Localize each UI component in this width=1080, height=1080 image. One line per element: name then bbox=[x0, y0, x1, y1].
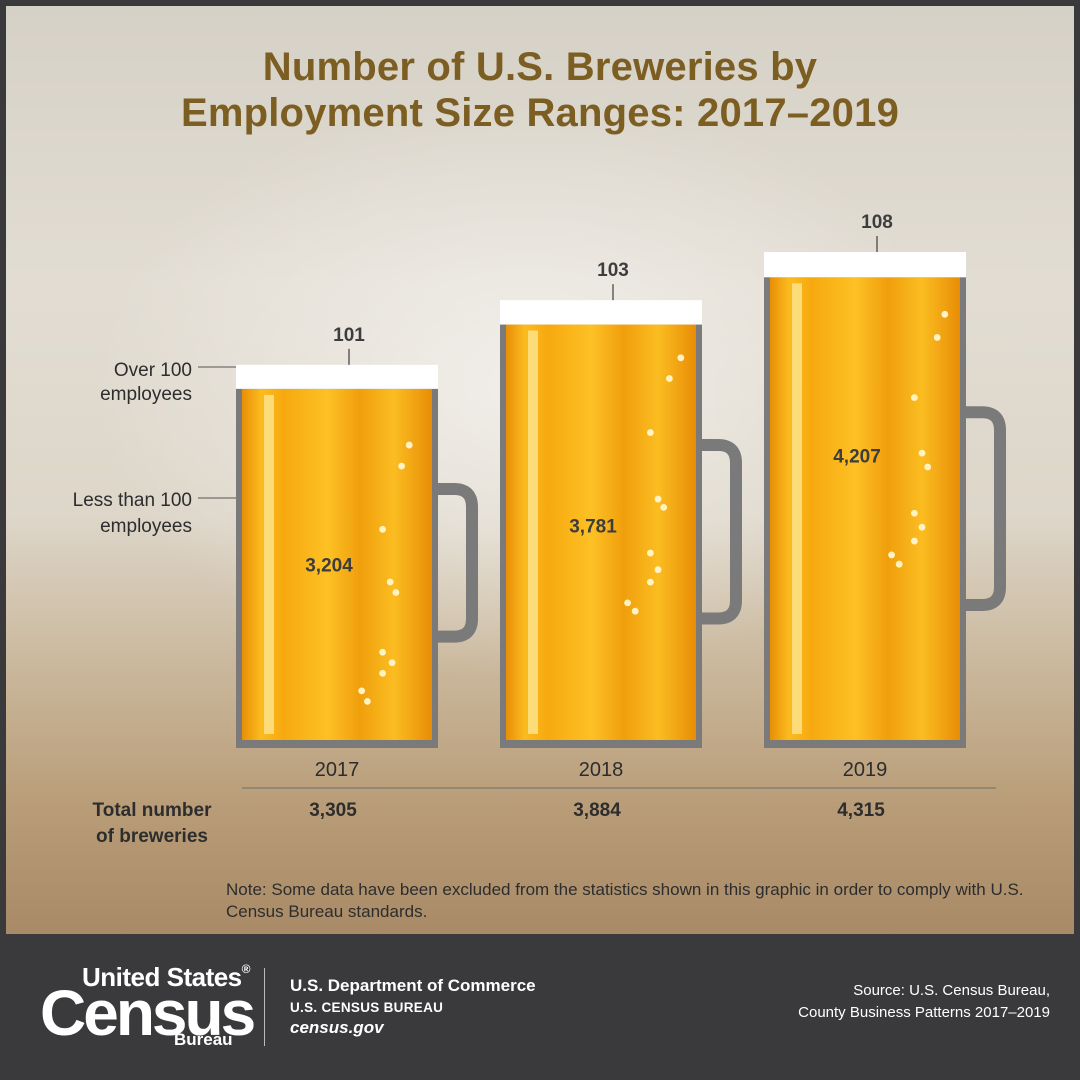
label-less-2019: 4,207 bbox=[833, 446, 881, 467]
bubble bbox=[918, 449, 926, 457]
footnote: Note: Some data have been excluded from … bbox=[226, 880, 1024, 921]
bubble bbox=[358, 687, 366, 695]
footer-divider bbox=[264, 968, 265, 1046]
footer-bar: United States® Census Bureau U.S. Depart… bbox=[0, 934, 1080, 1080]
total-value-2017: 3,305 bbox=[309, 800, 357, 821]
logo-bureau: Bureau bbox=[174, 1030, 233, 1049]
legend-less-line-1: Less than 100 bbox=[73, 490, 192, 511]
bubble bbox=[941, 310, 949, 318]
registered-mark: ® bbox=[241, 962, 251, 976]
mug-handle bbox=[692, 438, 742, 625]
logo-united-states[interactable]: United States® bbox=[82, 962, 251, 993]
legend-over-line-2: employees bbox=[100, 384, 192, 405]
bubble bbox=[379, 648, 386, 656]
title-line-2: Employment Size Ranges: 2017–2019 bbox=[180, 91, 900, 135]
bubble bbox=[666, 375, 673, 382]
bar-over-100-2019 bbox=[764, 252, 966, 278]
mug-2019: 4,207 108 bbox=[764, 212, 1006, 748]
bubble bbox=[654, 495, 662, 503]
bubble bbox=[379, 669, 386, 677]
source-line-2: County Business Patterns 2017–2019 bbox=[798, 1004, 1050, 1021]
total-value-2019: 4,315 bbox=[837, 800, 885, 821]
legend-less-line-2: employees bbox=[100, 516, 192, 537]
total-value-2018: 3,884 bbox=[573, 800, 621, 821]
label-less-2017: 3,204 bbox=[305, 555, 353, 576]
bubble bbox=[654, 566, 662, 574]
title-line-1: Number of U.S. Breweries by bbox=[262, 45, 818, 89]
bubble bbox=[924, 463, 932, 471]
bubble bbox=[379, 525, 386, 533]
bubble bbox=[386, 578, 394, 586]
bubble bbox=[647, 549, 654, 557]
infographic-canvas: Number of U.S. Breweries by Employment S… bbox=[6, 6, 1074, 934]
category-label-2017: 2017 bbox=[315, 759, 360, 781]
website-link[interactable]: census.gov bbox=[290, 1018, 384, 1037]
bubble bbox=[888, 551, 895, 559]
bubble bbox=[660, 503, 668, 511]
total-label-line-1: Total number bbox=[93, 800, 213, 821]
bubble bbox=[647, 578, 654, 586]
bar-over-100-2017 bbox=[236, 364, 438, 389]
bubble bbox=[918, 523, 926, 531]
bubble bbox=[647, 429, 654, 436]
bubble bbox=[631, 607, 639, 615]
category-label-2018: 2018 bbox=[579, 759, 624, 781]
bubble bbox=[911, 394, 918, 402]
bubble bbox=[388, 659, 396, 667]
label-over-2019: 108 bbox=[861, 212, 893, 233]
bubble bbox=[392, 589, 400, 596]
glass-highlight bbox=[792, 283, 802, 734]
mug-2017: 3,204 101 bbox=[236, 325, 478, 748]
bubble bbox=[911, 537, 918, 545]
department-name: U.S. Department of Commerce bbox=[290, 976, 536, 995]
legend-over-line-1: Over 100 bbox=[114, 360, 192, 381]
glass-highlight bbox=[264, 394, 274, 734]
label-over-2018: 103 bbox=[597, 260, 629, 281]
chart-title: Number of U.S. Breweries by Employment S… bbox=[6, 44, 1074, 136]
bubble bbox=[895, 560, 903, 568]
bubble bbox=[405, 441, 413, 449]
bar-over-100-2018 bbox=[500, 300, 702, 325]
bubble bbox=[364, 697, 371, 705]
mug-handle bbox=[956, 406, 1006, 612]
source-citation: Source: U.S. Census Bureau, County Busin… bbox=[798, 980, 1050, 1024]
label-less-2018: 3,781 bbox=[569, 516, 617, 537]
category-label-2019: 2019 bbox=[843, 759, 888, 781]
bubble bbox=[677, 354, 685, 362]
bubble bbox=[911, 509, 918, 517]
mug-handle bbox=[428, 482, 478, 643]
bureau-name: U.S. CENSUS BUREAU bbox=[290, 1000, 444, 1015]
bubble bbox=[398, 462, 405, 470]
mug-2018: 3,781 103 bbox=[500, 260, 742, 748]
total-label-line-2: of breweries bbox=[96, 826, 208, 847]
logo-united-states-text: United States bbox=[82, 962, 242, 992]
label-over-2017: 101 bbox=[333, 325, 365, 346]
bubble bbox=[624, 599, 631, 607]
glass-highlight bbox=[528, 330, 538, 734]
bubble bbox=[933, 334, 941, 341]
source-line-1: Source: U.S. Census Bureau, bbox=[853, 982, 1050, 999]
logo-census[interactable]: Census bbox=[40, 977, 256, 1049]
